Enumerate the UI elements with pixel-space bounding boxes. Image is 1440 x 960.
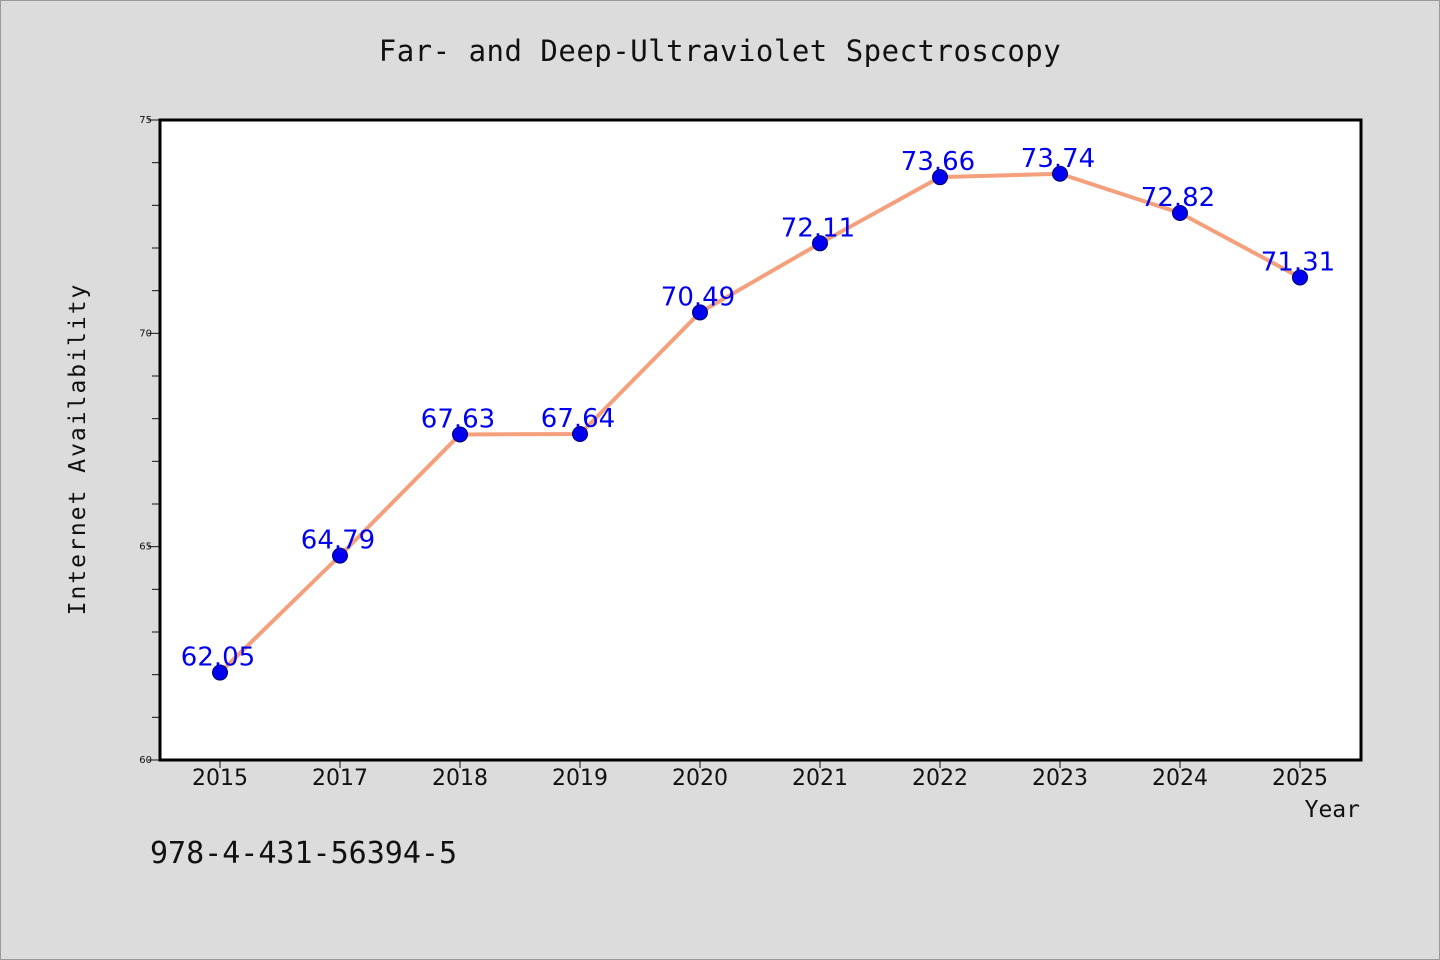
data-point (332, 547, 348, 564)
data-label: 72.11 (781, 213, 855, 243)
series-line (218, 171, 1301, 674)
data-label: 72.82 (1141, 183, 1215, 213)
x-tick-label: 2021 (792, 766, 848, 791)
data-point (1052, 165, 1068, 182)
y-tick-label: 70 (139, 328, 152, 339)
x-tick-label: 2017 (312, 766, 368, 791)
x-tick-label: 2018 (432, 766, 488, 791)
data-label: 67.64 (541, 404, 615, 434)
data-label: 73.66 (901, 147, 975, 177)
data-label: 62.05 (181, 643, 255, 673)
data-point (212, 664, 228, 681)
data-point (692, 304, 708, 321)
x-tick-label: 2023 (1032, 766, 1088, 791)
x-axis-label: Year (1304, 797, 1360, 823)
y-tick-label: 75 (139, 115, 152, 126)
data-point (572, 426, 588, 443)
y-tick-label: 65 (139, 542, 152, 553)
y-tick-label: 60 (139, 755, 152, 766)
y-axis-label: Internet Availability (65, 282, 91, 616)
data-label: 70.49 (661, 282, 735, 312)
data-point (1172, 205, 1188, 222)
data-label: 64.79 (301, 526, 375, 556)
data-label: 67.63 (421, 404, 495, 434)
data-label: 71.31 (1261, 247, 1335, 277)
x-tick-label: 2022 (912, 766, 968, 791)
plot-area (160, 120, 1361, 760)
isbn-text: 978-4-431-56394-5 (150, 836, 458, 871)
data-point (452, 426, 468, 443)
data-point (1292, 269, 1308, 286)
data-point (932, 169, 948, 186)
x-tick-label: 2024 (1152, 766, 1208, 791)
data-point (812, 235, 828, 252)
x-tick-label: 2015 (192, 766, 248, 791)
plot-border (158, 118, 1363, 762)
x-tick-label: 2020 (672, 766, 728, 791)
x-tick-label: 2019 (552, 766, 608, 791)
x-tick-label: 2025 (1272, 766, 1328, 791)
data-label: 73.74 (1021, 144, 1095, 174)
chart-title: Far- and Deep-Ultraviolet Spectroscopy (378, 34, 1062, 68)
